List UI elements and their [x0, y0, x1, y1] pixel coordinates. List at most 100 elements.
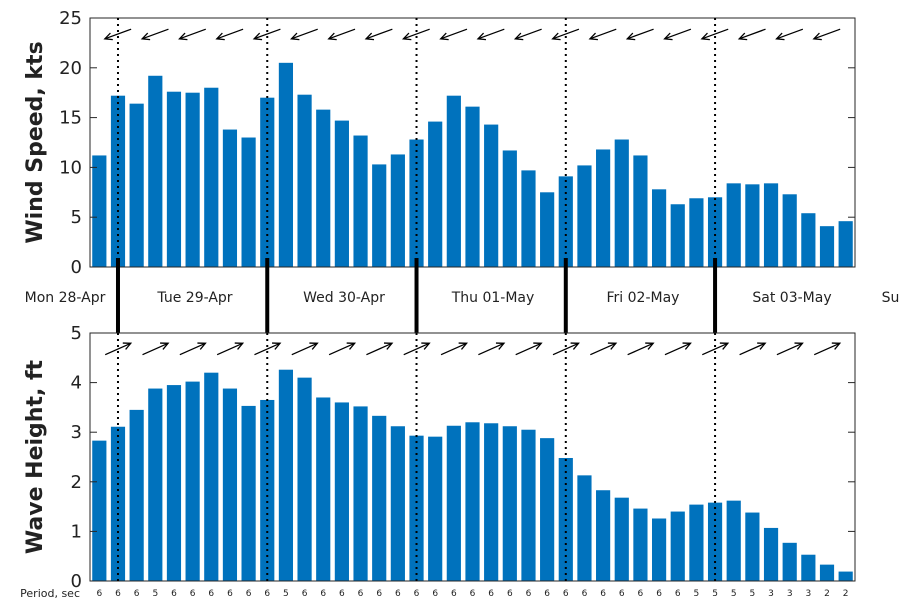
arrow-icon	[178, 28, 206, 41]
day-label: Mon 28-Apr	[25, 290, 106, 306]
arrow-shaft	[366, 342, 393, 356]
arrow-head	[272, 342, 282, 350]
arrow-icon	[179, 342, 207, 356]
arrow-shaft	[403, 28, 430, 40]
arrow-head	[812, 32, 822, 41]
wind-bar	[241, 137, 256, 267]
arrow-shaft	[403, 342, 430, 356]
wind-ytick-label: 10	[59, 157, 82, 178]
period-value: 6	[96, 589, 102, 599]
arrow-head	[421, 342, 431, 350]
arrow-shaft	[664, 28, 692, 40]
arrow-shaft	[739, 342, 766, 356]
period-value: 3	[787, 589, 793, 599]
wind-bar	[670, 204, 685, 267]
arrow-icon	[476, 28, 505, 41]
wind-bar	[166, 91, 182, 267]
arrow-head	[160, 342, 170, 350]
arrow-icon	[551, 28, 580, 41]
arrow-icon	[513, 28, 542, 41]
period-value: 6	[227, 589, 233, 599]
arrow-icon	[104, 342, 133, 356]
wind-bar	[484, 124, 499, 268]
wave-bar	[241, 405, 256, 581]
arrow-icon	[401, 28, 430, 41]
arrow-shaft	[328, 28, 356, 40]
arrow-icon	[142, 342, 170, 356]
period-value: 5	[731, 589, 737, 599]
arrow-head	[458, 342, 468, 350]
wave-bar	[763, 527, 779, 581]
wave-bar	[614, 497, 629, 581]
arrow-head	[533, 342, 543, 350]
period-value: 5	[750, 589, 756, 599]
period-value: 6	[563, 589, 569, 599]
wind-bar	[596, 149, 611, 267]
wind-bar	[558, 176, 573, 267]
arrow-head	[346, 342, 357, 350]
arrow-icon	[590, 342, 618, 356]
wind-bar	[745, 184, 760, 267]
wind-bar	[707, 197, 723, 267]
wave-bar	[707, 502, 723, 581]
arrow-shaft	[440, 342, 467, 356]
arrow-shaft	[702, 342, 729, 356]
wind-bar	[316, 109, 331, 267]
wave-bar	[148, 388, 163, 581]
arrow-head	[215, 32, 225, 41]
arrow-shaft	[141, 28, 169, 40]
wind-bar	[390, 154, 405, 267]
period-value: 6	[339, 589, 345, 599]
arrow-shaft	[739, 28, 766, 40]
wave-bar	[222, 388, 238, 581]
period-value: 6	[395, 589, 401, 599]
arrow-head	[309, 342, 319, 350]
arrow-head	[775, 32, 785, 41]
period-value: 6	[544, 589, 550, 599]
day-label: Wed 30-Apr	[303, 290, 385, 306]
wave-bar	[726, 500, 741, 581]
arrow-icon	[588, 28, 617, 41]
day-label: Tue 29-Apr	[156, 290, 232, 306]
arrow-icon	[776, 342, 804, 356]
arrow-icon	[327, 28, 356, 41]
period-value: 6	[600, 589, 606, 599]
arrow-icon	[775, 28, 804, 41]
arrow-icon	[291, 342, 319, 356]
arrow-head	[719, 342, 730, 350]
wave-bar	[782, 542, 797, 581]
arrow-icon	[440, 342, 468, 356]
wave-bar	[372, 415, 387, 581]
arrow-icon	[812, 28, 841, 41]
wind-ytick-label: 5	[71, 207, 82, 228]
arrow-head	[513, 32, 524, 41]
arrow-shaft	[552, 342, 579, 356]
arrow-head	[607, 342, 618, 350]
arrow-shaft	[515, 28, 542, 40]
arrow-shaft	[701, 28, 729, 40]
arrow-head	[476, 32, 487, 41]
arrow-shaft	[291, 342, 318, 356]
wind-bar	[838, 221, 853, 267]
day-label: Fri 02-May	[607, 290, 680, 306]
arrow-head	[439, 32, 449, 41]
arrow-shaft	[589, 28, 617, 40]
arrow-icon	[552, 342, 580, 356]
wind-bar	[502, 150, 517, 267]
wind-ytick-label: 15	[59, 108, 82, 129]
wave-bar	[819, 564, 835, 581]
arrow-shaft	[440, 28, 468, 40]
arrow-head	[757, 342, 767, 350]
wind-bar	[409, 139, 424, 267]
wind-bar	[185, 92, 200, 267]
wave-bar	[446, 425, 461, 581]
wind-bar	[651, 189, 667, 267]
arrow-icon	[478, 342, 506, 356]
wave-bar	[651, 518, 667, 581]
period-value: 6	[675, 589, 681, 599]
wind-bar	[260, 97, 275, 268]
wave-bar	[465, 422, 480, 581]
wind-ytick-label: 0	[71, 257, 82, 278]
period-value: 6	[638, 589, 644, 599]
